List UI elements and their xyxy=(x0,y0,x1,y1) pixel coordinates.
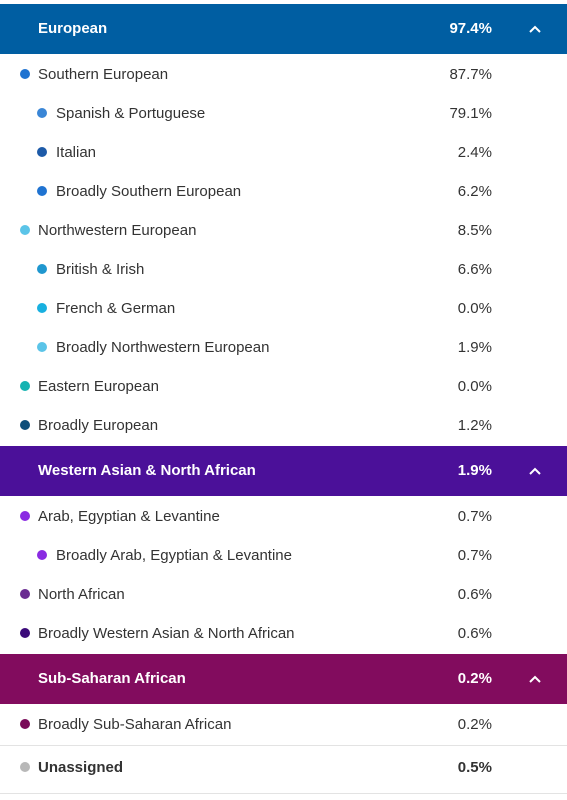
population-color-dot xyxy=(37,342,47,352)
population-label: French & German xyxy=(56,300,176,317)
population-color-dot xyxy=(20,719,30,729)
population-label: Broadly Arab, Egyptian & Levantine xyxy=(56,547,292,564)
chevron-up-icon[interactable] xyxy=(527,21,543,37)
population-row-southern-european[interactable]: Southern European 87.7% xyxy=(0,55,567,94)
population-label: Broadly Western Asian & North African xyxy=(38,625,295,642)
population-label: Spanish & Portuguese xyxy=(56,105,206,122)
population-label: Broadly Southern European xyxy=(56,183,242,200)
population-row-eastern-european[interactable]: Eastern European 0.0% xyxy=(0,367,567,406)
population-row-italian[interactable]: Italian 2.4% xyxy=(0,133,567,172)
population-color-dot xyxy=(20,381,30,391)
population-percentage: 8.5% xyxy=(457,222,492,239)
population-percentage: 1.9% xyxy=(457,339,492,356)
group-label: European xyxy=(38,20,108,37)
population-percentage: 6.6% xyxy=(457,261,492,278)
population-color-dot xyxy=(37,147,47,157)
population-color-dot xyxy=(20,589,30,599)
population-row-broadly-northwestern-european[interactable]: Broadly Northwestern European 1.9% xyxy=(0,328,567,367)
population-color-dot xyxy=(37,550,47,560)
population-label: Southern European xyxy=(38,66,169,83)
population-percentage: 6.2% xyxy=(457,183,492,200)
population-percentage: 0.7% xyxy=(457,508,492,525)
population-percentage: 87.7% xyxy=(449,66,492,83)
bottom-divider xyxy=(0,793,567,794)
population-row-northwestern-european[interactable]: Northwestern European 8.5% xyxy=(0,211,567,250)
population-row-broadly-arab-egyptian-levantine[interactable]: Broadly Arab, Egyptian & Levantine 0.7% xyxy=(0,536,567,575)
chevron-up-icon[interactable] xyxy=(527,463,543,479)
population-color-dot xyxy=(20,511,30,521)
population-label: Arab, Egyptian & Levantine xyxy=(38,508,220,525)
population-percentage: 1.2% xyxy=(457,417,492,434)
population-row-broadly-european[interactable]: Broadly European 1.2% xyxy=(0,406,567,445)
population-row-broadly-western-asian-north-african[interactable]: Broadly Western Asian & North African 0.… xyxy=(0,614,567,653)
population-row-north-african[interactable]: North African 0.6% xyxy=(0,575,567,614)
group-label: Western Asian & North African xyxy=(38,462,256,479)
population-percentage: 0.0% xyxy=(457,378,492,395)
population-label: Broadly Northwestern European xyxy=(56,339,270,356)
population-color-dot xyxy=(20,420,30,430)
group-header-western-asian-north-african[interactable]: Western Asian & North African 1.9% xyxy=(0,446,567,496)
population-color-dot xyxy=(20,628,30,638)
group-header-sub-saharan-african[interactable]: Sub-Saharan African 0.2% xyxy=(0,654,567,704)
population-row-spanish-portuguese[interactable]: Spanish & Portuguese 79.1% xyxy=(0,94,567,133)
population-percentage: 79.1% xyxy=(449,105,492,122)
population-color-dot xyxy=(37,264,47,274)
population-label: North African xyxy=(38,586,125,603)
population-row-french-german[interactable]: French & German 0.0% xyxy=(0,289,567,328)
population-percentage: 0.7% xyxy=(457,547,492,564)
section-divider xyxy=(0,745,567,746)
population-label: Unassigned xyxy=(38,759,124,776)
population-color-dot xyxy=(20,69,30,79)
group-header-european[interactable]: European 97.4% xyxy=(0,4,567,54)
population-percentage: 0.0% xyxy=(457,300,492,317)
group-percentage: 97.4% xyxy=(449,20,492,37)
population-label: British & Irish xyxy=(56,261,145,278)
population-percentage: 0.6% xyxy=(457,586,492,603)
population-percentage: 0.6% xyxy=(457,625,492,642)
population-color-dot xyxy=(37,186,47,196)
population-label: Northwestern European xyxy=(38,222,197,239)
population-color-dot xyxy=(37,303,47,313)
population-label: Broadly Sub-Saharan African xyxy=(38,716,232,733)
population-row-arab-egyptian-levantine[interactable]: Arab, Egyptian & Levantine 0.7% xyxy=(0,497,567,536)
population-row-broadly-sub-saharan-african[interactable]: Broadly Sub-Saharan African 0.2% xyxy=(0,705,567,744)
population-percentage: 2.4% xyxy=(457,144,492,161)
population-label: Italian xyxy=(56,144,97,161)
population-row-broadly-southern-european[interactable]: Broadly Southern European 6.2% xyxy=(0,172,567,211)
population-percentage: 0.2% xyxy=(457,716,492,733)
population-color-dot xyxy=(37,108,47,118)
population-row-unassigned[interactable]: Unassigned 0.5% xyxy=(0,748,567,787)
population-color-dot xyxy=(20,225,30,235)
population-label: Broadly European xyxy=(38,417,159,434)
population-percentage: 0.5% xyxy=(457,759,492,776)
group-label: Sub-Saharan African xyxy=(38,670,186,687)
population-label: Eastern European xyxy=(38,378,159,395)
chevron-up-icon[interactable] xyxy=(527,671,543,687)
population-color-dot xyxy=(20,762,30,772)
group-percentage: 1.9% xyxy=(457,462,492,479)
population-row-british-irish[interactable]: British & Irish 6.6% xyxy=(0,250,567,289)
group-percentage: 0.2% xyxy=(457,670,492,687)
